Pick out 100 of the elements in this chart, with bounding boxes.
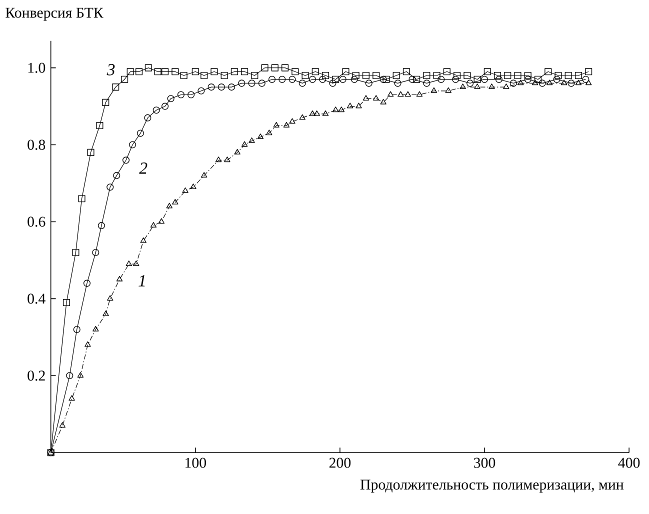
y-tick-label: 0.6 [28,216,46,227]
point [392,72,400,79]
point [544,68,552,75]
x-axis-title: Продолжительность полимеризации, мин [360,479,624,492]
point [329,79,336,87]
point [122,156,130,164]
point [342,68,350,75]
x-tick-label: 300 [474,458,496,468]
x-tick-label: 400 [618,458,640,468]
point [443,68,450,75]
point [251,72,258,79]
point [266,129,272,135]
point [518,79,524,85]
point [166,202,172,208]
point [514,72,522,79]
point [413,76,420,83]
point [398,91,404,96]
point [102,98,110,106]
point [198,87,205,94]
point [553,76,560,83]
point [322,110,329,116]
point [332,106,339,112]
point [144,64,152,72]
point [538,79,546,87]
point [438,76,445,83]
point [575,79,582,85]
point [510,79,517,87]
point [273,122,280,128]
point [102,310,109,316]
point [271,64,278,72]
point [140,237,146,243]
point [464,72,471,79]
point [116,276,123,282]
y-tick-label: 0.8 [28,140,46,150]
point [503,83,510,89]
point [68,394,75,400]
point [92,248,100,256]
point [128,141,136,148]
point [568,79,575,87]
point [188,91,195,98]
point [66,372,74,379]
x-tick-label: 200 [329,458,351,468]
point [534,76,542,83]
point [292,68,299,75]
point [452,76,460,83]
point [98,222,105,229]
point [423,72,430,79]
point [72,248,80,256]
point [257,133,264,139]
y-tick-label: 0.2 [28,370,45,381]
point [308,76,316,83]
point [298,79,306,87]
point [312,68,319,75]
point [135,68,143,75]
point [356,102,362,108]
point [454,72,461,79]
point [387,91,394,96]
point [362,72,370,79]
point [268,76,276,83]
point [339,76,346,83]
point [524,76,532,83]
point [585,79,592,85]
point [372,72,380,79]
point [144,114,152,122]
point [585,68,592,75]
series-label: 2 [139,162,148,174]
point [158,218,165,224]
point [289,118,296,124]
point [230,68,238,75]
point [215,156,222,162]
point [460,83,466,89]
point [133,260,140,266]
point [92,326,99,332]
point [365,79,372,87]
point [352,72,360,79]
point [224,156,230,162]
point [182,187,188,193]
point [162,68,169,75]
point [404,91,411,96]
point [288,76,296,83]
point [84,341,91,347]
y-axis-title: Конверсия БТК [6,8,104,21]
point [208,83,215,90]
point [281,64,289,72]
point [346,102,354,108]
point [302,72,309,79]
x-tick-label: 100 [186,458,206,468]
point [162,102,169,110]
point [382,76,390,83]
point [524,72,532,79]
point [484,68,491,75]
point [494,72,502,79]
point [180,72,188,79]
point [172,68,179,75]
point [430,87,438,93]
point [394,79,402,87]
series-label: 1 [138,274,145,286]
point [241,68,248,75]
point [554,72,562,79]
point [309,110,316,116]
